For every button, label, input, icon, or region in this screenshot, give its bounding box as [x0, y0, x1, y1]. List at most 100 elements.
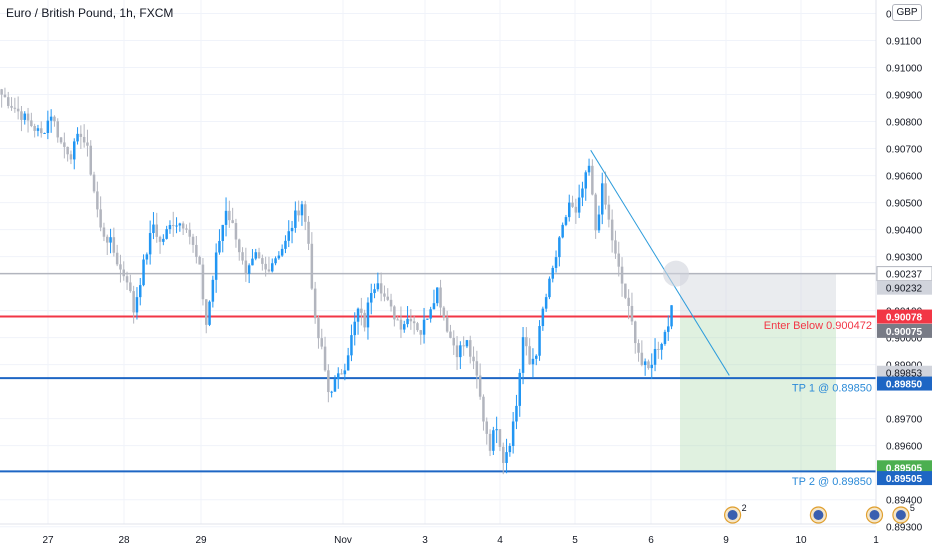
price-label-text: 0.90237 — [886, 270, 923, 281]
candle-body — [455, 345, 459, 358]
candle-body — [581, 188, 584, 198]
candle-body — [267, 269, 271, 272]
candle-body — [66, 146, 69, 155]
candle-body — [43, 132, 46, 134]
candle-body — [620, 266, 624, 284]
candle-body — [99, 209, 102, 228]
candle-body — [462, 345, 465, 347]
candle-body — [257, 252, 261, 259]
candle-body — [511, 421, 515, 446]
event-icon[interactable] — [809, 506, 828, 524]
price-label-bg — [876, 266, 932, 282]
candle-body — [436, 287, 439, 304]
candle-body — [92, 174, 96, 192]
stop-zone[interactable] — [680, 273, 836, 317]
candle-body — [488, 433, 492, 451]
candle-body — [399, 319, 403, 330]
candle-body — [416, 323, 419, 331]
price-label-bg — [877, 309, 932, 324]
candle-body — [280, 248, 284, 256]
candle-body — [653, 348, 657, 365]
price-tick-label: 0.90800 — [886, 118, 923, 129]
candle-body — [244, 260, 248, 274]
candle-body — [327, 370, 330, 393]
time-tick-label: 28 — [118, 535, 130, 546]
candle-body — [122, 269, 125, 277]
time-tick-label: 1 — [873, 535, 879, 546]
candle-body — [670, 305, 673, 327]
candle-body — [96, 191, 99, 210]
price-tick-label: 0.90000 — [886, 334, 923, 345]
candle-body — [432, 303, 436, 310]
candle-body — [36, 128, 40, 131]
candle-body — [172, 225, 175, 227]
candle-body — [386, 296, 389, 300]
price-label-bg — [877, 471, 932, 486]
price-axis[interactable]: 0.912000.911000.910000.909000.908000.907… — [886, 10, 923, 534]
candle-body — [452, 337, 455, 346]
candle-body — [165, 229, 168, 239]
candle-body — [247, 265, 251, 274]
candle-body — [238, 239, 241, 253]
candle-body — [185, 228, 188, 230]
candle-body — [614, 240, 617, 254]
candle-body — [231, 220, 234, 224]
price-label: 0.89505 — [877, 460, 932, 475]
candle-body — [20, 111, 23, 120]
candle-body — [637, 343, 640, 353]
candle-body — [508, 445, 512, 453]
price-label-text: 0.89505 — [886, 463, 923, 474]
trendline-segment[interactable] — [590, 149, 730, 376]
candle-body — [449, 331, 452, 338]
candle-body — [663, 331, 667, 344]
time-tick-label: 3 — [422, 535, 428, 546]
candle-body — [667, 326, 670, 332]
candle-body — [261, 258, 264, 264]
candle-body — [442, 307, 446, 318]
candle-body — [564, 217, 568, 225]
candle-body — [343, 370, 347, 375]
candle-body — [241, 252, 244, 261]
price-tick-label: 0.90900 — [886, 91, 923, 102]
candle-body — [214, 252, 218, 280]
candle-body — [459, 345, 462, 358]
trendline-handle[interactable] — [663, 260, 689, 287]
candle-body — [445, 317, 449, 332]
event-icon[interactable]: 2 — [723, 503, 747, 524]
candle-body — [472, 356, 475, 362]
candle-body — [584, 172, 587, 189]
candle-body — [419, 330, 422, 335]
target-zone[interactable] — [680, 316, 836, 472]
candles — [0, 87, 673, 475]
candle-body — [594, 194, 597, 231]
price-tick-label: 0.89600 — [886, 442, 923, 453]
price-tick-label: 0.90400 — [886, 226, 923, 237]
time-axis[interactable]: 27 28 29 Nov 3 4 5 6 9 10 1 — [42, 535, 879, 546]
candle-body — [218, 240, 221, 253]
trendline[interactable] — [590, 149, 730, 376]
candle-body — [188, 229, 191, 237]
event-icon[interactable] — [865, 506, 884, 524]
horizontal-levels[interactable] — [0, 272, 876, 473]
grid — [0, 0, 877, 528]
candle-body — [148, 233, 152, 255]
position-box[interactable] — [680, 273, 836, 472]
candle-body — [0, 89, 3, 95]
candle-body — [106, 236, 109, 243]
candle-body — [49, 116, 53, 121]
currency-button[interactable]: GBP — [892, 4, 922, 21]
candle-body — [518, 372, 521, 406]
event-icon[interactable]: 5 — [892, 503, 915, 524]
candle-body — [379, 283, 383, 294]
price-label-text: 0.89853 — [886, 369, 923, 380]
candle-body — [145, 254, 149, 260]
candle-body — [40, 128, 43, 134]
candle-body — [234, 223, 238, 240]
candle-body — [554, 257, 558, 268]
candle-body — [115, 252, 119, 265]
candle-body — [492, 430, 495, 451]
candle-body — [195, 244, 198, 257]
price-labels: 0.90237 0.90232 0.90078 0.90075 0.898530.898… — [876, 266, 932, 486]
